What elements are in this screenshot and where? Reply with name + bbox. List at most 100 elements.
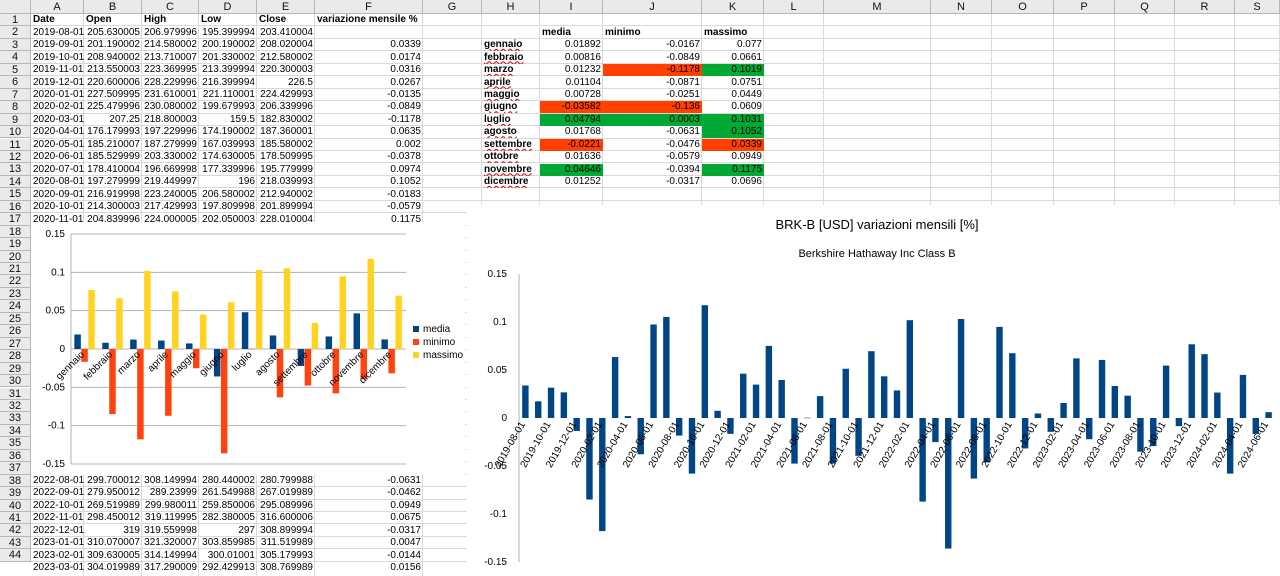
- month-label-cell[interactable]: maggio: [484, 89, 520, 100]
- data-cell[interactable]: 0.0267: [390, 76, 421, 88]
- data-cell[interactable]: 212.940002: [260, 188, 313, 200]
- row-header[interactable]: 1: [0, 14, 31, 27]
- table-header-cell[interactable]: High: [144, 14, 167, 26]
- data-cell[interactable]: 319.119995: [144, 512, 197, 524]
- data-cell[interactable]: 289.23999: [149, 487, 197, 499]
- table-header-cell[interactable]: Close: [259, 14, 287, 26]
- row-header[interactable]: 20: [0, 250, 31, 263]
- data-cell[interactable]: -0.0631: [387, 474, 421, 486]
- data-cell[interactable]: 203.410004: [260, 26, 313, 38]
- row-header[interactable]: 43: [0, 536, 31, 550]
- column-header[interactable]: O: [992, 0, 1054, 14]
- data-cell[interactable]: 305.179993: [260, 549, 313, 561]
- column-header[interactable]: G: [423, 0, 482, 14]
- row-header[interactable]: 27: [0, 337, 31, 351]
- row-header[interactable]: 11: [0, 138, 31, 151]
- data-cell[interactable]: 174.190002: [202, 126, 255, 138]
- data-cell[interactable]: 213.399994: [202, 64, 255, 76]
- data-cell[interactable]: 298.450012: [87, 512, 140, 524]
- data-cell[interactable]: 201.899994: [260, 201, 313, 213]
- data-cell[interactable]: 2020-06-01: [33, 151, 84, 163]
- data-cell[interactable]: 0.0675: [390, 512, 421, 524]
- summary-header-cell[interactable]: massimo: [704, 26, 748, 38]
- data-cell[interactable]: 225.479996: [87, 101, 140, 113]
- media-cell[interactable]: 0.00816: [564, 51, 601, 63]
- column-header[interactable]: L: [764, 0, 824, 14]
- data-cell[interactable]: 206.979996: [144, 26, 197, 38]
- data-cell[interactable]: 292.429913: [202, 562, 255, 574]
- row-header[interactable]: 13: [0, 163, 31, 176]
- month-label-cell[interactable]: dicembre: [484, 176, 529, 188]
- row-header[interactable]: 42: [0, 524, 31, 537]
- media-cell[interactable]: 0.01768: [564, 126, 601, 138]
- column-header[interactable]: C: [142, 0, 199, 14]
- data-cell[interactable]: 207.25: [109, 113, 140, 125]
- row-header[interactable]: 3: [0, 38, 31, 52]
- month-label-cell[interactable]: aprile: [484, 76, 511, 88]
- row-header[interactable]: 40: [0, 499, 31, 512]
- minimo-cell[interactable]: -0.0871: [666, 76, 700, 88]
- data-cell[interactable]: 223.240005: [144, 188, 197, 200]
- media-cell[interactable]: -0.0221: [540, 138, 603, 151]
- data-cell[interactable]: 227.509995: [87, 89, 140, 100]
- massimo-cell[interactable]: 0.0449: [731, 89, 762, 100]
- data-cell[interactable]: 0.1052: [390, 176, 421, 188]
- column-header[interactable]: P: [1054, 0, 1115, 14]
- data-cell[interactable]: 228.010004: [260, 213, 313, 225]
- data-cell[interactable]: -0.0135: [387, 89, 421, 100]
- table-header-cell[interactable]: Open: [86, 14, 112, 26]
- data-cell[interactable]: 202.050003: [202, 213, 255, 225]
- media-cell[interactable]: 0.01232: [564, 64, 601, 76]
- data-cell[interactable]: 178.509995: [260, 151, 313, 163]
- row-header[interactable]: 31: [0, 387, 31, 400]
- data-cell[interactable]: 0.0047: [390, 537, 421, 549]
- data-cell[interactable]: 308.769989: [260, 562, 313, 574]
- data-cell[interactable]: 2020-03-01: [33, 113, 84, 125]
- media-cell[interactable]: 0.04646: [540, 163, 603, 176]
- data-cell[interactable]: 297: [238, 524, 255, 536]
- data-cell[interactable]: 280.799988: [260, 474, 313, 486]
- data-cell[interactable]: 224.429993: [260, 89, 313, 100]
- column-header[interactable]: B: [84, 0, 142, 14]
- row-header[interactable]: 37: [0, 462, 31, 475]
- column-header[interactable]: I: [540, 0, 603, 14]
- row-header[interactable]: 29: [0, 362, 31, 376]
- data-cell[interactable]: 2019-08-01: [33, 26, 84, 38]
- data-cell[interactable]: 196.669998: [144, 163, 197, 175]
- data-cell[interactable]: 319.559998: [144, 524, 197, 536]
- data-cell[interactable]: -0.0317: [387, 524, 421, 536]
- data-cell[interactable]: 226.5: [287, 76, 313, 88]
- data-cell[interactable]: 214.580002: [144, 39, 197, 51]
- data-cell[interactable]: 0.0635: [390, 126, 421, 138]
- data-cell[interactable]: 2019-11-01: [33, 64, 84, 76]
- data-cell[interactable]: 0.1175: [391, 213, 421, 225]
- data-cell[interactable]: 2020-10-01: [33, 201, 84, 213]
- data-cell[interactable]: 2023-02-01: [33, 549, 84, 561]
- month-label-cell[interactable]: novembre: [484, 163, 532, 175]
- row-header[interactable]: 16: [0, 200, 31, 214]
- data-cell[interactable]: 280.440002: [202, 474, 255, 486]
- massimo-cell[interactable]: 0.0696: [731, 176, 762, 188]
- data-cell[interactable]: 316.600006: [260, 512, 313, 524]
- data-cell[interactable]: 206.580002: [202, 188, 255, 200]
- data-cell[interactable]: 295.089996: [260, 499, 313, 511]
- data-cell[interactable]: 219.449997: [144, 176, 197, 188]
- table-header-cell[interactable]: Low: [201, 14, 221, 26]
- massimo-cell[interactable]: 0.077: [736, 39, 762, 51]
- data-cell[interactable]: 218.800003: [144, 113, 197, 125]
- row-header[interactable]: 8: [0, 101, 31, 114]
- column-header[interactable]: K: [702, 0, 764, 14]
- data-cell[interactable]: 0.0949: [390, 499, 421, 511]
- data-cell[interactable]: 309.630005: [87, 549, 140, 561]
- data-cell[interactable]: 185.529999: [87, 151, 140, 163]
- data-cell[interactable]: 2022-12-01: [33, 524, 84, 536]
- minimo-cell[interactable]: -0.0476: [666, 138, 700, 150]
- month-label-cell[interactable]: ottobre: [484, 151, 519, 163]
- data-cell[interactable]: 0.0316: [390, 64, 421, 76]
- row-header[interactable]: 18: [0, 225, 31, 239]
- data-cell[interactable]: 159.5: [229, 113, 255, 125]
- data-cell[interactable]: 2019-12-01: [33, 76, 84, 88]
- data-cell[interactable]: 304.019989: [87, 562, 140, 574]
- data-cell[interactable]: -0.0378: [387, 151, 421, 163]
